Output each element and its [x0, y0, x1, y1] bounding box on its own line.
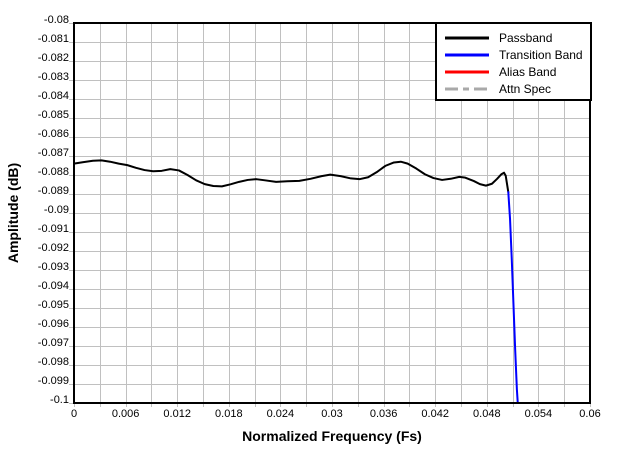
y-tick-label: -0.086 [37, 128, 69, 140]
y-tick-label: -0.09 [43, 204, 69, 216]
y-tick-label: -0.081 [37, 33, 69, 45]
y-tick-label: -0.095 [37, 299, 69, 311]
x-axis-title: Normalized Frequency (Fs) [242, 428, 422, 444]
y-tick-label: -0.088 [37, 166, 69, 178]
y-tick-label: -0.089 [37, 185, 69, 197]
y-tick-label: -0.1 [50, 394, 69, 406]
y-axis-title: Amplitude (dB) [5, 162, 21, 264]
y-tick-label: -0.084 [37, 90, 69, 102]
y-tick-label: -0.094 [37, 280, 69, 292]
y-tick-label: -0.082 [37, 52, 69, 64]
y-tick-label: -0.091 [37, 223, 69, 235]
legend-line-sample [445, 87, 489, 90]
legend-label: Alias Band [499, 64, 557, 79]
series-passband [73, 159, 510, 194]
x-tick-label: 0.042 [421, 408, 449, 420]
y-tick-label: -0.085 [37, 109, 69, 121]
legend-line-sample [445, 70, 489, 73]
x-tick-label: 0.012 [163, 408, 191, 420]
x-tick-label: 0.006 [111, 408, 140, 420]
x-tick-label: 0.03 [321, 408, 343, 420]
legend-label: Attn Spec [499, 81, 552, 96]
y-tick-label: -0.092 [37, 242, 69, 254]
y-tick-label: -0.08 [43, 14, 69, 26]
x-tick-label: 0.018 [215, 408, 243, 420]
legend-label: Passband [499, 30, 553, 45]
x-tick-label: 0.036 [369, 408, 398, 420]
y-tick-label: -0.098 [37, 356, 69, 368]
legend-line-sample [445, 53, 489, 56]
legend-item-attn-spec: Attn Spec [445, 80, 590, 97]
legend-item-passband: Passband [445, 29, 590, 46]
y-tick-label: -0.097 [37, 337, 69, 349]
x-tick-label: 0.06 [579, 408, 601, 420]
x-tick-label: 0 [70, 408, 78, 420]
legend-line-sample [445, 36, 489, 39]
y-tick-label: -0.099 [37, 375, 69, 387]
y-tick-label: -0.096 [37, 318, 69, 330]
y-tick-label: -0.083 [37, 71, 69, 83]
x-tick-label: 0.048 [473, 408, 501, 420]
axes-border [73, 22, 591, 404]
legend-item-transition-band: Transition Band [445, 46, 590, 63]
series-transition-band [507, 191, 519, 404]
y-tick-label: -0.093 [37, 261, 69, 273]
legend-item-alias-band: Alias Band [445, 63, 590, 80]
x-tick-label: 0.054 [524, 408, 553, 420]
y-tick-label: -0.087 [37, 147, 69, 159]
x-tick-label: 0.024 [266, 408, 295, 420]
legend-label: Transition Band [499, 47, 583, 62]
legend: Passband Transition Band Alias Band Attn Sp… [435, 22, 592, 101]
